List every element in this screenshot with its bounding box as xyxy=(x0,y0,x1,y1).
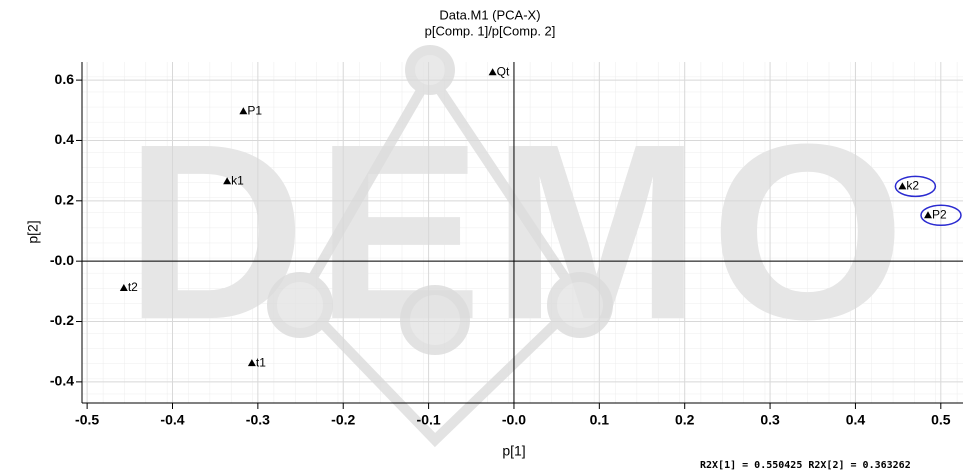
x-tick-label: 0.5 xyxy=(931,412,951,428)
y-tick-label: -0.4 xyxy=(50,373,74,389)
point-label: t1 xyxy=(256,355,266,369)
x-tick-label: -0.0 xyxy=(502,412,526,428)
annotation: R2X[1] = 0.550425 R2X[2] = 0.363262 xyxy=(700,460,911,471)
point-label: k1 xyxy=(231,173,244,187)
chart: DEMO Data.M1 (PCA-X) p[Comp. 1]/p[Comp. … xyxy=(0,0,963,471)
x-tick-label: 0.3 xyxy=(760,412,780,428)
y-axis-label: p[2] xyxy=(25,220,41,243)
point-label: P1 xyxy=(247,103,262,117)
chart-title: Data.M1 (PCA-X) xyxy=(439,7,540,22)
y-tick-label: 0.4 xyxy=(55,131,75,147)
chart-subtitle: p[Comp. 1]/p[Comp. 2] xyxy=(425,23,556,38)
x-tick-label: -0.5 xyxy=(75,412,99,428)
watermark: DEMO xyxy=(125,92,915,371)
x-tick-label: 0.2 xyxy=(675,412,695,428)
point-label: k2 xyxy=(906,179,919,193)
x-axis-label: p[1] xyxy=(502,443,525,459)
point-label: t2 xyxy=(128,280,138,294)
y-tick-label: -0.2 xyxy=(50,312,74,328)
x-tick-label: -0.3 xyxy=(246,412,270,428)
y-tick-label: 0.6 xyxy=(55,71,75,87)
point-label: P2 xyxy=(932,207,947,221)
y-tick-label: -0.0 xyxy=(50,252,74,268)
x-tick-label: -0.1 xyxy=(417,412,441,428)
x-tick-label: -0.4 xyxy=(160,412,184,428)
point-label: Qt xyxy=(497,64,510,78)
x-tick-label: 0.1 xyxy=(590,412,610,428)
y-tick-label: 0.2 xyxy=(55,192,75,208)
x-tick-label: -0.2 xyxy=(331,412,355,428)
page: DEMO Data.M1 (PCA-X) p[Comp. 1]/p[Comp. … xyxy=(0,0,963,471)
x-tick-label: 0.4 xyxy=(846,412,866,428)
